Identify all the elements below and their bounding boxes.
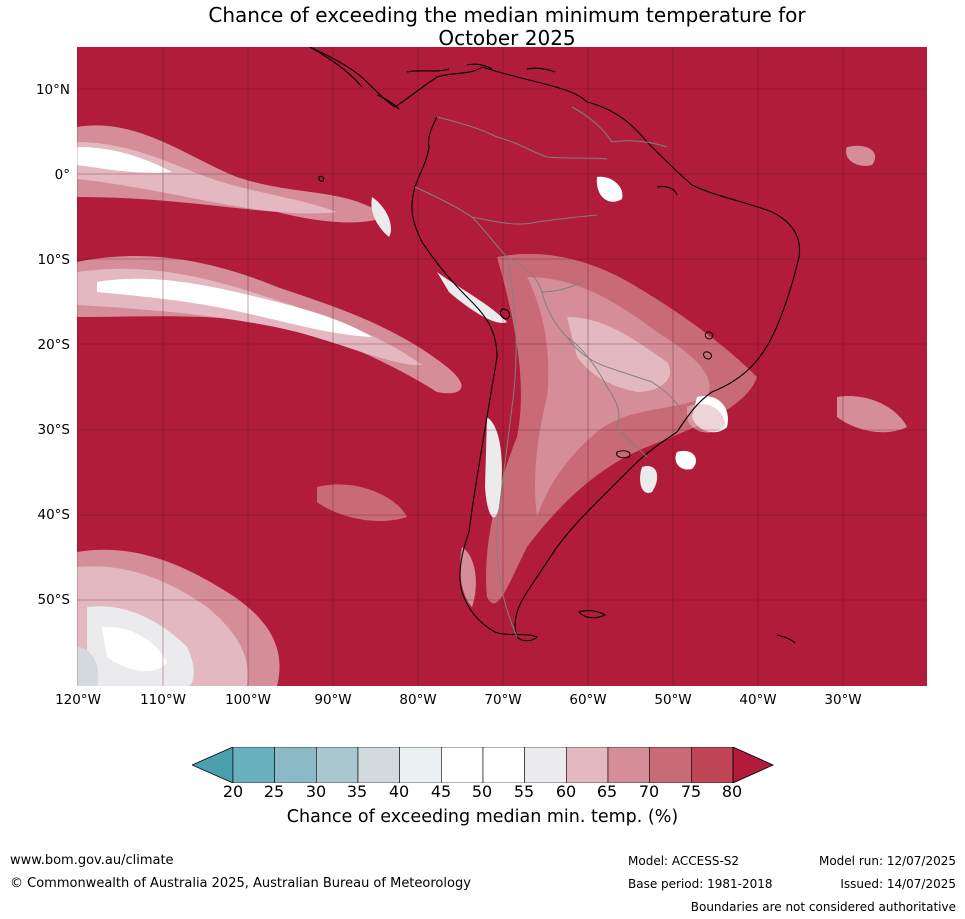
lon-label-100w: 100°W (225, 692, 271, 708)
lon-label-30w: 30°W (824, 692, 862, 708)
lon-label-50w: 50°W (654, 692, 692, 708)
colorbar-segment (607, 746, 650, 784)
colorbar-label: Chance of exceeding median min. temp. (%… (286, 807, 679, 827)
website-link[interactable]: www.bom.gov.au/climate (10, 853, 174, 868)
colorbar-tick-35: 35 (346, 782, 368, 801)
colorbar-tick-75: 75 (680, 782, 702, 801)
colorbar-tick-70: 70 (638, 782, 660, 801)
colorbar-arrow-high (732, 746, 774, 784)
graticule (77, 47, 927, 686)
model-info: Model: ACCESS-S2 (628, 854, 740, 868)
colorbar-segment (482, 746, 525, 784)
lat-label-40s: 40°S (37, 507, 71, 523)
colorbar-graphic (191, 746, 774, 784)
colorbar-segment (691, 746, 734, 784)
colorbar-tick-30: 30 (305, 782, 327, 801)
colorbar-tick-55: 55 (513, 782, 535, 801)
lon-label-40w: 40°W (739, 692, 777, 708)
lat-label-20s: 20°S (37, 337, 71, 353)
lat-label-10s: 10°S (37, 252, 71, 268)
lat-label-0: 0° (54, 167, 70, 183)
lon-label-90w: 90°W (314, 692, 352, 708)
lat-label-50s: 50°S (37, 592, 71, 608)
title-line-2: October 2025 (438, 26, 576, 50)
probability-map[interactable] (77, 47, 927, 686)
colorbar-tick-20: 20 (222, 782, 244, 801)
colorbar-tick-80: 80 (721, 782, 743, 801)
probability-contours (77, 125, 907, 686)
colorbar-arrow-low (191, 746, 234, 784)
issued-info: Issued: 14/07/2025 (840, 877, 956, 891)
lon-label-60w: 60°W (569, 692, 607, 708)
country-borders (414, 106, 683, 638)
lat-label-30s: 30°S (37, 422, 71, 438)
inland-water (500, 308, 714, 459)
colorbar-segment (649, 746, 692, 784)
colorbar-segment (399, 746, 442, 784)
colorbar-segment (357, 746, 400, 784)
colorbar-segment (566, 746, 609, 784)
base-period-info: Base period: 1981-2018 (628, 877, 773, 891)
lon-label-70w: 70°W (484, 692, 522, 708)
title-line-1: Chance of exceeding the median minimum t… (208, 3, 806, 27)
colorbar-tick-50: 50 (471, 782, 493, 801)
map-canvas (77, 47, 927, 686)
colorbar-tick-45: 45 (430, 782, 452, 801)
colorbar-segment (441, 746, 484, 784)
lat-label-10n: 10°N (35, 82, 70, 98)
colorbar (191, 746, 774, 784)
lon-label-120w: 120°W (55, 692, 101, 708)
colorbar-tick-25: 25 (263, 782, 285, 801)
colorbar-segment (274, 746, 317, 784)
lon-label-110w: 110°W (140, 692, 186, 708)
colorbar-segment (524, 746, 567, 784)
copyright-text: © Commonwealth of Australia 2025, Austra… (10, 876, 471, 891)
colorbar-segment (232, 746, 275, 784)
coastlines (309, 47, 801, 644)
colorbar-tick-60: 60 (555, 782, 577, 801)
colorbar-segment (316, 746, 359, 784)
disclaimer-text: Boundaries are not considered authoritat… (690, 900, 956, 914)
colorbar-tick-40: 40 (388, 782, 410, 801)
model-run-info: Model run: 12/07/2025 (818, 854, 956, 868)
lon-label-80w: 80°W (399, 692, 437, 708)
chart-title: Chance of exceeding the median minimum t… (0, 4, 965, 50)
colorbar-tick-65: 65 (596, 782, 618, 801)
